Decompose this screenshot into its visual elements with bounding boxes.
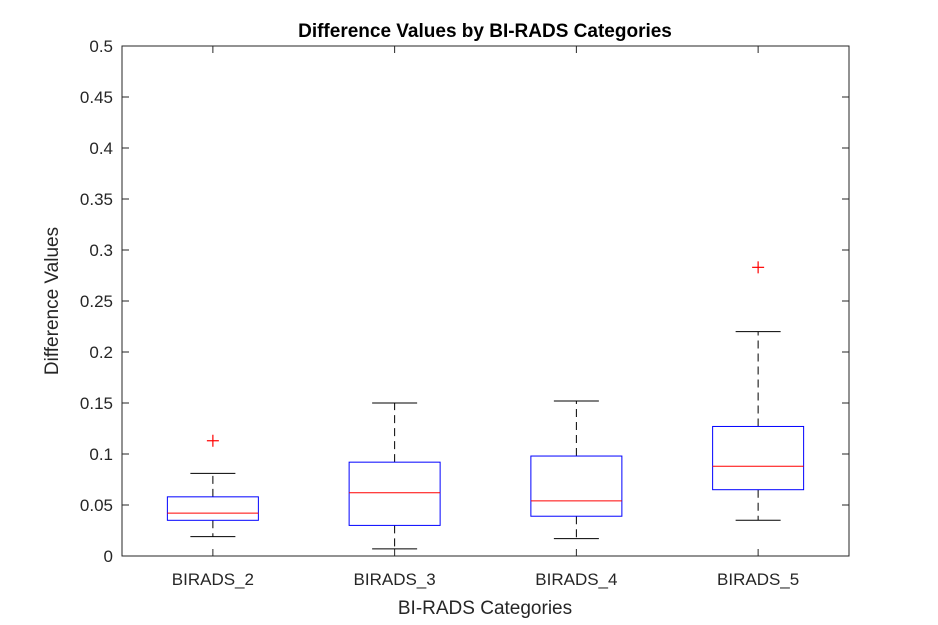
iqr-box bbox=[166, 496, 259, 521]
y-tick-label: 0.1 bbox=[89, 445, 113, 464]
iqr-box bbox=[530, 455, 623, 517]
y-tick-label: 0 bbox=[104, 547, 113, 566]
y-axis-label: Difference Values bbox=[42, 227, 63, 375]
x-tick-label: BIRADS_2 bbox=[172, 570, 254, 589]
x-tick-label: BIRADS_3 bbox=[354, 570, 436, 589]
y-tick-label: 0.15 bbox=[80, 394, 113, 413]
y-tick-label: 0.3 bbox=[89, 241, 113, 260]
x-tick-label: BIRADS_5 bbox=[717, 570, 799, 589]
y-tick-label: 0.35 bbox=[80, 190, 113, 209]
iqr-box bbox=[712, 425, 805, 491]
x-axis-label: BI-RADS Categories bbox=[398, 598, 572, 619]
y-tick-label: 0.05 bbox=[80, 496, 113, 515]
x-tick-label: BIRADS_4 bbox=[535, 570, 617, 589]
y-tick-label: 0.2 bbox=[89, 343, 113, 362]
y-tick-label: 0.4 bbox=[89, 139, 113, 158]
iqr-box bbox=[348, 461, 441, 526]
y-tick-label: 0.5 bbox=[89, 37, 113, 56]
y-tick-label: 0.45 bbox=[80, 88, 113, 107]
y-tick-label: 0.25 bbox=[80, 292, 113, 311]
plot-area: 0 0.05 0.1 0.15 0.2 0.25 0.3 0.35 0.4 0.45 0.5 BIRA… bbox=[80, 37, 850, 589]
axes-frame bbox=[121, 45, 850, 557]
chart-title: Difference Values by BI-RADS Categories bbox=[298, 21, 672, 42]
